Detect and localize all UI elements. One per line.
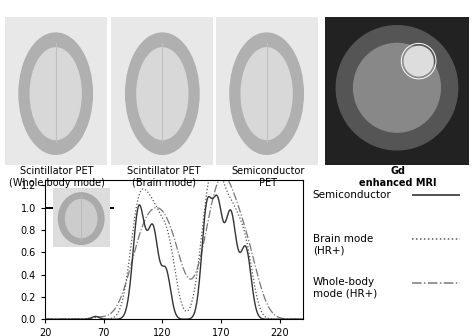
Ellipse shape [30, 48, 81, 139]
Text: Brain mode
(HR+): Brain mode (HR+) [313, 234, 373, 255]
Ellipse shape [230, 33, 303, 154]
Ellipse shape [137, 48, 188, 139]
Circle shape [404, 46, 433, 76]
Circle shape [336, 26, 458, 150]
Ellipse shape [126, 33, 199, 154]
Ellipse shape [241, 48, 292, 139]
Text: Scintillator PET
(Whole body mode): Scintillator PET (Whole body mode) [9, 166, 105, 188]
Text: Scintillator PET
(Brain mode): Scintillator PET (Brain mode) [127, 166, 201, 188]
Text: Semiconductor
PET: Semiconductor PET [231, 166, 304, 188]
Text: Semiconductor: Semiconductor [313, 190, 392, 200]
Text: Whole-body
mode (HR+): Whole-body mode (HR+) [313, 277, 377, 299]
Text: Gd
enhanced MRI: Gd enhanced MRI [359, 166, 437, 188]
Ellipse shape [19, 33, 92, 154]
Circle shape [354, 43, 440, 132]
